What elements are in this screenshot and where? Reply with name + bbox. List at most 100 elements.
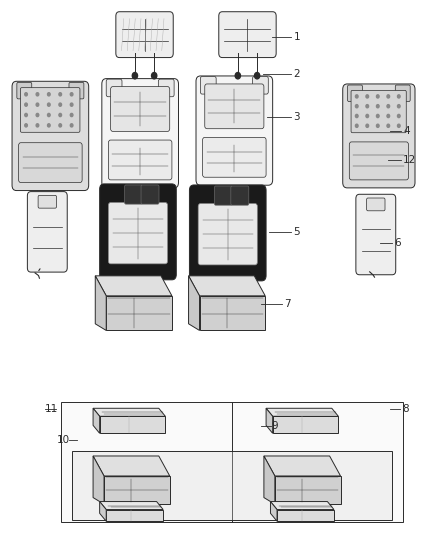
FancyBboxPatch shape bbox=[141, 185, 159, 204]
FancyBboxPatch shape bbox=[350, 142, 408, 180]
Polygon shape bbox=[270, 502, 334, 510]
Polygon shape bbox=[93, 408, 99, 433]
FancyBboxPatch shape bbox=[102, 79, 178, 188]
Polygon shape bbox=[200, 296, 265, 330]
FancyBboxPatch shape bbox=[99, 184, 176, 280]
Text: 12: 12 bbox=[403, 155, 416, 165]
Polygon shape bbox=[93, 456, 104, 504]
Text: 10: 10 bbox=[57, 435, 70, 445]
FancyBboxPatch shape bbox=[231, 186, 249, 205]
Circle shape bbox=[132, 72, 138, 79]
Circle shape bbox=[376, 115, 379, 118]
Polygon shape bbox=[95, 276, 172, 296]
Polygon shape bbox=[188, 276, 265, 296]
FancyBboxPatch shape bbox=[196, 76, 272, 185]
Polygon shape bbox=[99, 416, 166, 433]
FancyBboxPatch shape bbox=[27, 192, 67, 272]
Polygon shape bbox=[104, 476, 170, 504]
FancyBboxPatch shape bbox=[110, 86, 170, 131]
Circle shape bbox=[397, 124, 400, 127]
FancyBboxPatch shape bbox=[367, 198, 385, 211]
FancyBboxPatch shape bbox=[20, 88, 80, 132]
Circle shape bbox=[59, 103, 61, 106]
Polygon shape bbox=[99, 502, 163, 510]
Polygon shape bbox=[188, 276, 200, 330]
Circle shape bbox=[387, 104, 390, 108]
Polygon shape bbox=[275, 476, 340, 504]
Text: 6: 6 bbox=[394, 238, 401, 247]
Circle shape bbox=[25, 93, 27, 96]
FancyBboxPatch shape bbox=[219, 12, 276, 58]
Text: 2: 2 bbox=[293, 69, 300, 78]
Polygon shape bbox=[93, 456, 170, 476]
Text: 5: 5 bbox=[293, 227, 300, 237]
FancyBboxPatch shape bbox=[69, 83, 84, 99]
FancyBboxPatch shape bbox=[158, 79, 174, 97]
Circle shape bbox=[70, 103, 73, 106]
FancyBboxPatch shape bbox=[106, 79, 122, 97]
FancyBboxPatch shape bbox=[38, 196, 57, 208]
Text: 11: 11 bbox=[45, 404, 58, 414]
Circle shape bbox=[59, 114, 61, 117]
Circle shape bbox=[36, 103, 39, 106]
Polygon shape bbox=[106, 510, 163, 521]
Circle shape bbox=[376, 104, 379, 108]
Polygon shape bbox=[264, 456, 275, 504]
Circle shape bbox=[254, 72, 260, 79]
Polygon shape bbox=[93, 408, 166, 416]
Circle shape bbox=[397, 95, 400, 98]
Polygon shape bbox=[277, 510, 334, 521]
Polygon shape bbox=[266, 408, 272, 433]
Polygon shape bbox=[270, 502, 277, 521]
Circle shape bbox=[70, 124, 73, 127]
Circle shape bbox=[59, 124, 61, 127]
FancyBboxPatch shape bbox=[351, 90, 406, 133]
Circle shape bbox=[152, 72, 157, 79]
Circle shape bbox=[48, 114, 50, 117]
Circle shape bbox=[36, 114, 39, 117]
FancyBboxPatch shape bbox=[17, 83, 32, 99]
Text: 8: 8 bbox=[402, 404, 409, 414]
FancyBboxPatch shape bbox=[202, 138, 266, 177]
FancyBboxPatch shape bbox=[12, 82, 88, 191]
Circle shape bbox=[36, 124, 39, 127]
FancyBboxPatch shape bbox=[348, 85, 362, 101]
Circle shape bbox=[397, 115, 400, 118]
Circle shape bbox=[366, 104, 369, 108]
Polygon shape bbox=[264, 456, 340, 476]
Circle shape bbox=[355, 95, 358, 98]
Bar bbox=[61, 402, 403, 522]
FancyBboxPatch shape bbox=[116, 12, 173, 58]
Polygon shape bbox=[95, 276, 106, 330]
Circle shape bbox=[397, 104, 400, 108]
Circle shape bbox=[59, 93, 61, 96]
FancyBboxPatch shape bbox=[109, 140, 172, 180]
FancyBboxPatch shape bbox=[201, 77, 216, 94]
Circle shape bbox=[355, 104, 358, 108]
Circle shape bbox=[376, 95, 379, 98]
Circle shape bbox=[387, 115, 390, 118]
Circle shape bbox=[235, 72, 240, 79]
FancyBboxPatch shape bbox=[395, 85, 410, 101]
Circle shape bbox=[355, 124, 358, 127]
Circle shape bbox=[376, 124, 379, 127]
Circle shape bbox=[387, 124, 390, 127]
FancyBboxPatch shape bbox=[252, 77, 268, 94]
Circle shape bbox=[70, 114, 73, 117]
Polygon shape bbox=[106, 296, 172, 330]
Bar bbox=[72, 451, 392, 520]
Circle shape bbox=[355, 115, 358, 118]
Circle shape bbox=[25, 124, 27, 127]
Circle shape bbox=[25, 103, 27, 106]
Polygon shape bbox=[266, 408, 338, 416]
Circle shape bbox=[48, 93, 50, 96]
Polygon shape bbox=[272, 416, 338, 433]
Text: 9: 9 bbox=[272, 422, 278, 431]
Text: 4: 4 bbox=[403, 126, 410, 135]
FancyBboxPatch shape bbox=[189, 185, 266, 281]
FancyBboxPatch shape bbox=[19, 143, 82, 182]
FancyBboxPatch shape bbox=[198, 204, 257, 265]
Circle shape bbox=[366, 124, 369, 127]
FancyBboxPatch shape bbox=[109, 203, 167, 264]
FancyBboxPatch shape bbox=[205, 84, 264, 129]
